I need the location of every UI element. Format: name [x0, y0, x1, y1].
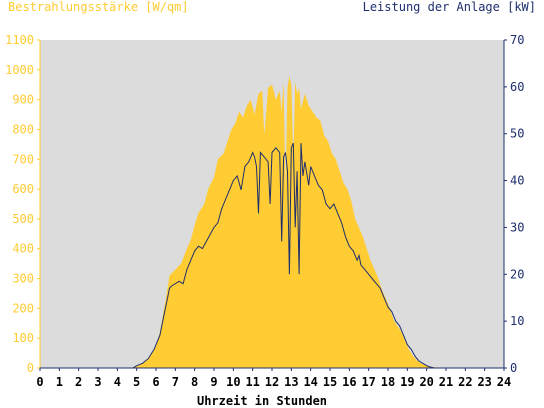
- left-axis-ticks: 0 100 200 300 400 500 600 700 800 900 1000 1100: [5, 33, 40, 375]
- right-tick-label: 10: [510, 314, 524, 328]
- left-tick-label: 800: [12, 122, 34, 136]
- x-tick-label: 0: [36, 375, 43, 389]
- x-tick-label: 6: [152, 375, 159, 389]
- right-tick-label: 50: [510, 127, 524, 141]
- left-tick-label: 200: [12, 301, 34, 315]
- x-tick-label: 22: [458, 375, 472, 389]
- x-tick-label: 1: [56, 375, 63, 389]
- right-tick-label: 40: [510, 174, 524, 188]
- x-tick-label: 7: [172, 375, 179, 389]
- x-tick-label: 10: [226, 375, 240, 389]
- x-tick-label: 21: [439, 375, 453, 389]
- left-tick-label: 100: [12, 331, 34, 345]
- x-tick-label: 13: [284, 375, 298, 389]
- right-tick-label: 30: [510, 220, 524, 234]
- x-tick-label: 17: [361, 375, 375, 389]
- left-tick-label: 300: [12, 272, 34, 286]
- x-tick-label: 5: [133, 375, 140, 389]
- x-tick-label: 3: [94, 375, 101, 389]
- x-tick-label: 2: [75, 375, 82, 389]
- x-tick-label: 15: [323, 375, 337, 389]
- x-tick-label: 11: [245, 375, 259, 389]
- right-tick-label: 0: [510, 361, 517, 375]
- x-axis-title: Uhrzeit in Stunden: [197, 394, 327, 408]
- right-axis-ticks: 0 10 20 30 40 50 60 70: [504, 33, 524, 375]
- right-tick-label: 20: [510, 267, 524, 281]
- left-tick-label: 0: [27, 361, 34, 375]
- x-tick-label: 14: [303, 375, 317, 389]
- left-tick-label: 1100: [5, 33, 34, 47]
- x-axis-ticks: 0 1 2 3 4 5 6 7 8 9 10 11 12 13 14 15 16 17 18 19 20 21 22 23 24: [36, 368, 511, 389]
- left-tick-label: 400: [12, 242, 34, 256]
- x-tick-label: 8: [191, 375, 198, 389]
- irradiance-area: [40, 75, 504, 369]
- x-tick-label: 4: [114, 375, 121, 389]
- x-tick-label: 12: [265, 375, 279, 389]
- left-tick-label: 700: [12, 152, 34, 166]
- left-tick-label: 1000: [5, 63, 34, 77]
- x-tick-label: 24: [497, 375, 511, 389]
- x-tick-label: 23: [477, 375, 491, 389]
- left-axis-title: Bestrahlungsstärke [W/qm]: [8, 0, 189, 14]
- x-tick-label: 16: [342, 375, 356, 389]
- x-tick-label: 18: [381, 375, 395, 389]
- x-tick-label: 9: [210, 375, 217, 389]
- left-tick-label: 600: [12, 182, 34, 196]
- power-line: [40, 142, 504, 369]
- left-tick-label: 500: [12, 212, 34, 226]
- x-tick-label: 19: [400, 375, 414, 389]
- right-tick-label: 70: [510, 33, 524, 47]
- x-tick-label: 20: [419, 375, 433, 389]
- irradiance-series: [40, 75, 504, 369]
- right-axis-title: Leistung der Anlage [kW]: [363, 0, 536, 14]
- left-tick-label: 900: [12, 93, 34, 107]
- right-tick-label: 60: [510, 80, 524, 94]
- power-series: [40, 142, 504, 369]
